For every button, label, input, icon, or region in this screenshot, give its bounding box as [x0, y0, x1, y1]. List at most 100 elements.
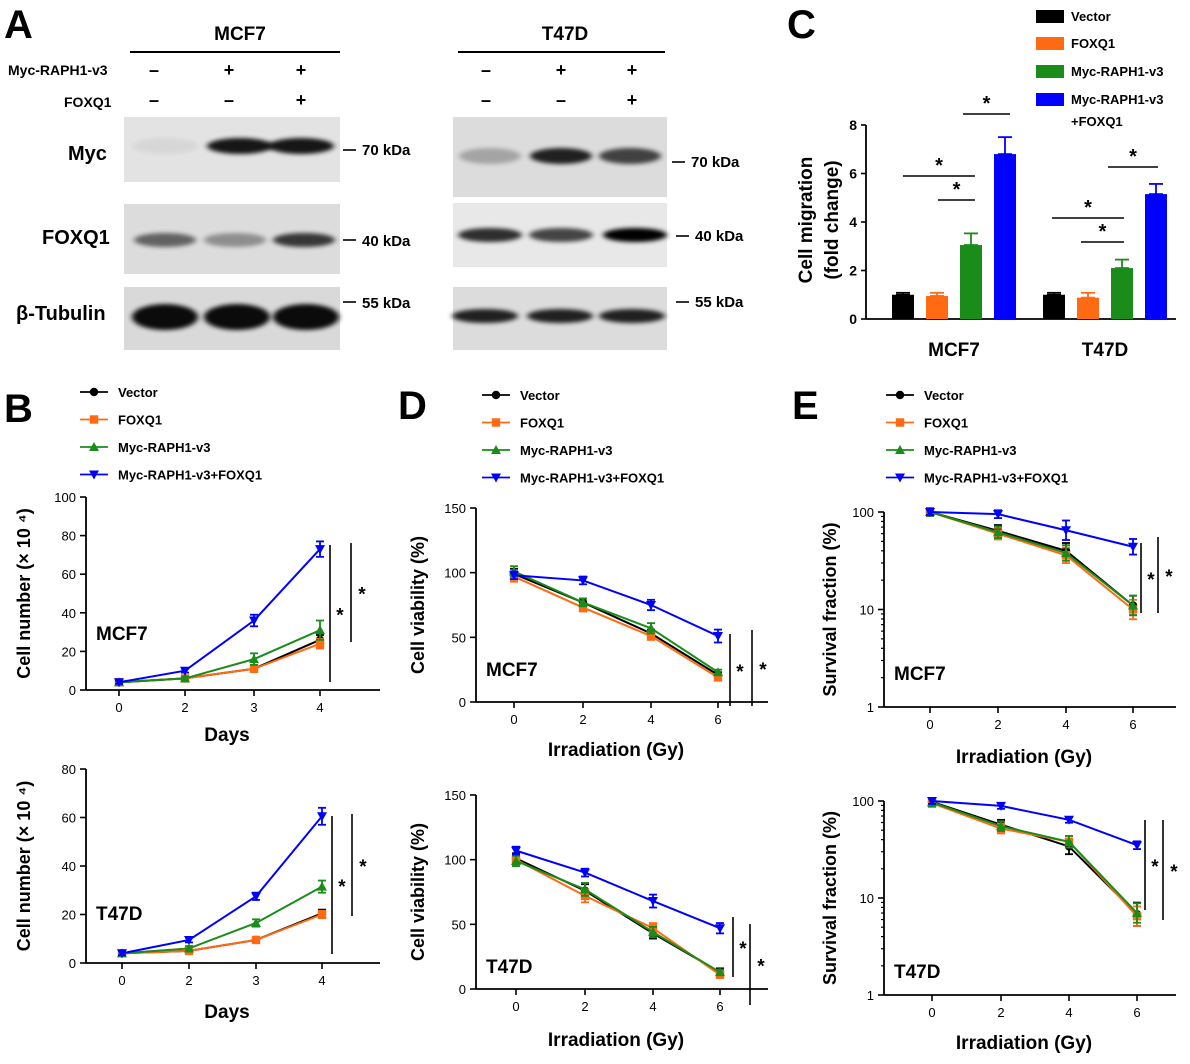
blot-band: [273, 233, 335, 247]
x-tick-label: 4: [649, 999, 656, 1014]
legend-label: Myc-RAPH1-v3: [924, 443, 1016, 458]
blot-sign: +: [556, 60, 567, 80]
x-tick-label: 2: [581, 999, 588, 1014]
blot-sign: +: [296, 90, 307, 110]
data-series: [511, 854, 725, 977]
blot-strip-t47d-foxq1: [453, 203, 667, 267]
blot-row-label-foxq1: FOXQ1: [64, 94, 112, 110]
y-tick-label: 10: [860, 891, 874, 906]
legend-label: FOXQ1: [924, 416, 968, 431]
data-point: [715, 924, 725, 934]
data-series: [117, 908, 327, 958]
legend-label: Myc-RAPH1-v3+FOXQ1: [520, 471, 664, 486]
panel-b-growth-curves: B Vector FOXQ1 Myc-RAPH1-v3 Myc-RAPH1-v3+FOX…: [4, 385, 380, 1023]
y-axis-label: Survival fraction (%): [820, 522, 840, 696]
blot-band: [599, 148, 661, 164]
blot-band: [527, 309, 593, 323]
data-series: [927, 797, 1142, 927]
x-tick-label: 0: [928, 1005, 935, 1020]
line-chart-d1: 0 50 100 150 0 2 4 6 Irradiation (Gy) Cell viabil…: [408, 501, 768, 761]
data-point: [895, 418, 905, 427]
y-tick-label: 20: [62, 644, 76, 659]
series-line: [515, 849, 721, 930]
data-point: [317, 910, 327, 919]
blot-band: [204, 233, 266, 247]
series-line: [929, 511, 1134, 607]
y-tick-label: 0: [69, 683, 76, 698]
legend-label: Myc-RAPH1-v3: [520, 443, 612, 458]
blot-label-myc: Myc: [68, 143, 107, 165]
mw-label: 40 kDa: [362, 233, 411, 250]
blot-sign: –: [481, 90, 491, 110]
data-point: [184, 935, 194, 945]
data-point: [491, 473, 501, 483]
blot-sign: +: [627, 60, 638, 80]
blot-signs-mcf7: – + + – – +: [149, 60, 306, 110]
blot-sign: –: [481, 60, 491, 80]
data-point: [317, 881, 327, 891]
blot-band: [529, 228, 593, 242]
x-tick-label: 3: [252, 973, 259, 988]
line-chart-b2: 0 20 40 60 80 0 2 3 4 Days Cell number (× 10 ⁴) T47…: [14, 762, 380, 1023]
cell-line-label: T47D: [96, 904, 142, 925]
x-category-label: MCF7: [928, 340, 980, 361]
y-tick-label: 6: [849, 166, 857, 182]
legend-item: Vector: [482, 388, 560, 403]
y-axis-label: Cell migration: [796, 157, 817, 284]
significance-star: *: [759, 660, 767, 681]
panel-a: A MCF7 T47D Myc-RAPH1-v3 FOXQ1 – + + – –…: [4, 3, 744, 350]
blot-sign: +: [224, 60, 235, 80]
data-point: [580, 884, 590, 894]
line-chart-e1: 1 10 100 0 2 4 6 Irradiation (Gy) Survival fract…: [820, 505, 1176, 768]
x-tick-label: 2: [185, 973, 192, 988]
blot-strip-t47d-tubulin: [452, 287, 667, 350]
significance-star: *: [1147, 570, 1155, 591]
blot-band: [273, 304, 339, 330]
cell-line-label: T47D: [894, 962, 940, 983]
data-point: [1128, 600, 1138, 610]
panel-d-viability-curves: D Vector FOXQ1 Myc-RAPH1-v3 Myc-RAPH1-v3+FOX…: [398, 384, 768, 1051]
legend-label: Vector: [118, 385, 158, 400]
blot-cellline-mcf7: MCF7: [214, 24, 266, 45]
bar: [892, 294, 914, 319]
y-tick-label: 100: [444, 566, 466, 581]
blot-band: [132, 138, 198, 154]
series-line: [513, 573, 719, 676]
data-point: [895, 390, 905, 400]
legend-item: Myc-RAPH1-v3+FOXQ1: [1036, 92, 1163, 129]
data-point: [315, 639, 325, 648]
x-axis-label: Days: [204, 1002, 249, 1023]
y-tick-label: 1: [867, 700, 874, 715]
data-point: [578, 603, 588, 612]
data-point: [648, 927, 658, 937]
x-axis-label: Irradiation (Gy): [548, 1030, 684, 1051]
bar: [1077, 297, 1099, 319]
line-chart-e2: 1 10 100 0 2 4 6 Irradiation (Gy) Survival fract…: [820, 794, 1178, 1054]
data-point: [509, 571, 519, 581]
y-axis-label: Cell viability (%): [408, 536, 428, 674]
blot-strip-mcf7-myc: [124, 117, 340, 182]
line-chart-d2: 0 50 100 150 0 2 4 6 Irradiation (Gy) Cell viabil…: [408, 788, 768, 1051]
blot-label-foxq1: FOXQ1: [42, 227, 110, 249]
data-point: [1061, 526, 1071, 536]
blot-sign: +: [627, 90, 638, 110]
data-point: [713, 667, 723, 677]
y-tick-label: 100: [54, 490, 76, 505]
series-line: [931, 802, 1138, 917]
data-point: [927, 797, 937, 806]
data-point: [646, 601, 656, 610]
data-point: [1064, 836, 1074, 846]
data-series: [509, 570, 723, 644]
y-tick-label: 100: [852, 505, 874, 520]
series-line: [513, 575, 719, 679]
blot-band: [459, 148, 521, 164]
legend-item: Myc-RAPH1-v3+FOXQ1: [80, 468, 262, 483]
data-point: [715, 967, 725, 977]
x-axis-label: Irradiation (Gy): [956, 747, 1092, 768]
legend-item: Myc-RAPH1-v3: [886, 443, 1016, 458]
blot-sign: –: [149, 90, 159, 110]
significance-star: *: [1170, 862, 1178, 883]
blot-label-tubulin: β-Tubulin: [16, 303, 106, 325]
panel-letter-c: C: [787, 3, 816, 47]
